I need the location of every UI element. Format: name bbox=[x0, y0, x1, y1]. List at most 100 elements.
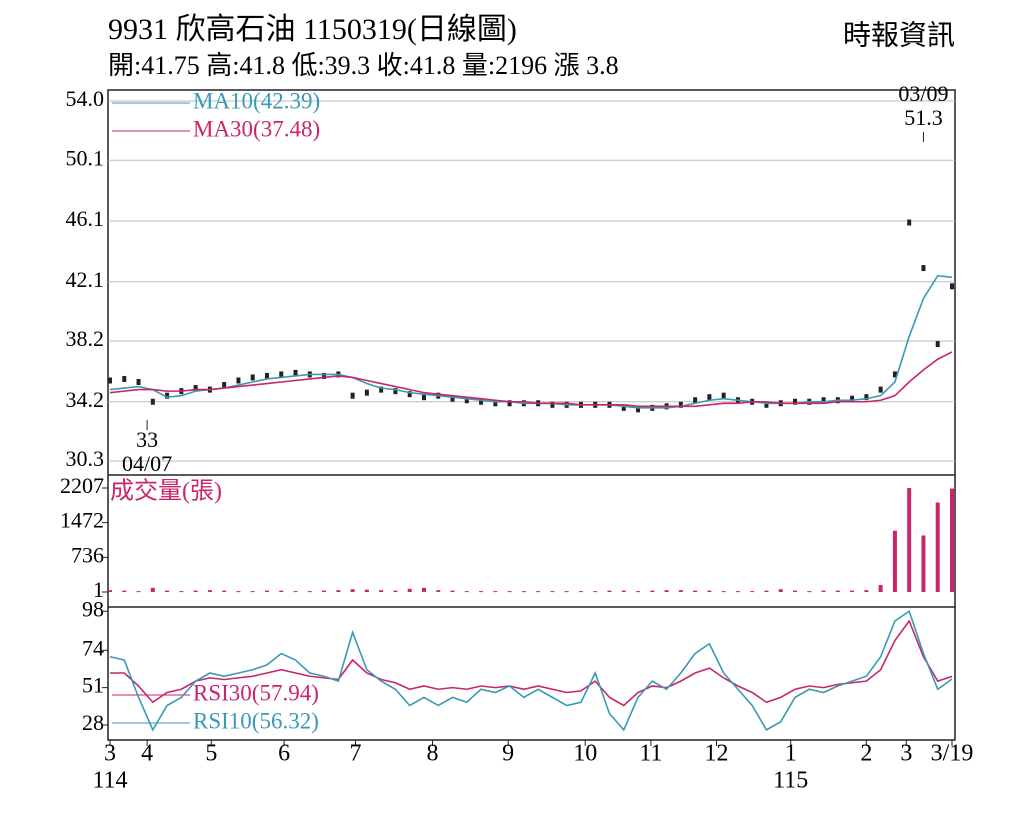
volume-bar bbox=[179, 591, 184, 593]
volume-bar bbox=[493, 591, 498, 593]
price-mark bbox=[950, 283, 954, 290]
volume-bar bbox=[150, 587, 155, 592]
series-line bbox=[109, 609, 953, 732]
volume-bar bbox=[607, 590, 612, 592]
volume-bar bbox=[236, 591, 241, 593]
x-tick-label: 5 bbox=[205, 741, 217, 767]
price-mark bbox=[236, 377, 241, 384]
price-mark bbox=[793, 398, 798, 405]
legend-label: MA10(42.39) bbox=[193, 88, 320, 113]
price-mark bbox=[350, 392, 355, 399]
price-mark bbox=[864, 394, 869, 401]
y-tick-label: 28 bbox=[82, 710, 104, 735]
x-tick-label: 12 bbox=[705, 741, 729, 767]
price-mark bbox=[935, 341, 940, 348]
volume-bar bbox=[193, 590, 198, 592]
source: 時報資訊 bbox=[843, 19, 955, 51]
volume-bar bbox=[279, 590, 284, 592]
price-mark bbox=[250, 374, 255, 381]
x-tick-label: 3 bbox=[900, 741, 912, 767]
price-mark bbox=[479, 398, 484, 405]
volume-bar bbox=[207, 590, 212, 592]
y-tick-label: 38.2 bbox=[66, 326, 105, 351]
y-tick-label: 74 bbox=[82, 635, 104, 660]
x-tick-label: 2 bbox=[860, 741, 872, 767]
y-tick-label: 42.1 bbox=[66, 267, 105, 292]
volume-bar bbox=[336, 590, 341, 592]
note-value: 33 bbox=[136, 427, 158, 452]
volume-bar bbox=[950, 488, 954, 592]
volume-bar bbox=[935, 502, 940, 592]
volume-bar bbox=[436, 590, 441, 592]
volume-bar bbox=[550, 591, 555, 593]
volume-bar bbox=[764, 590, 769, 592]
price-mark bbox=[907, 219, 912, 226]
volume-bar bbox=[892, 530, 897, 592]
volume-bar bbox=[450, 590, 455, 592]
volume-bar bbox=[835, 590, 840, 592]
y-tick-label: 736 bbox=[71, 542, 104, 567]
volume-bar bbox=[250, 591, 255, 593]
price-mark bbox=[193, 385, 198, 392]
volume-bar bbox=[921, 535, 926, 592]
price-mark bbox=[407, 391, 412, 398]
volume-bar bbox=[707, 590, 712, 592]
volume-bar bbox=[507, 591, 512, 593]
volume-bar bbox=[108, 590, 112, 592]
volume-bar bbox=[521, 591, 526, 593]
price-mark bbox=[721, 392, 726, 399]
volume-bar bbox=[850, 590, 855, 592]
price-mark bbox=[222, 382, 227, 389]
volume-bar bbox=[693, 590, 698, 592]
price-mark bbox=[136, 379, 141, 386]
series-line bbox=[109, 351, 953, 408]
volume-bar bbox=[136, 591, 141, 593]
volume-bar bbox=[350, 589, 355, 592]
volume-bar bbox=[778, 589, 783, 592]
y-tick-label: 2207 bbox=[60, 473, 104, 498]
price-mark bbox=[621, 404, 626, 411]
volume-bar bbox=[593, 591, 598, 593]
x-tick-label: 8 bbox=[427, 741, 439, 767]
volume-bar bbox=[878, 584, 883, 592]
y-tick-label: 34.2 bbox=[66, 387, 105, 412]
price-mark bbox=[764, 401, 769, 408]
volume-bar bbox=[735, 591, 740, 593]
note-date: 03/09 bbox=[898, 81, 948, 106]
price-mark bbox=[393, 388, 398, 395]
price-mark bbox=[264, 372, 269, 379]
volume-bar bbox=[807, 591, 812, 593]
volume-bar bbox=[621, 590, 626, 592]
y-tick-label: 1472 bbox=[60, 508, 104, 533]
legend-label: RSI30(57.94) bbox=[193, 680, 319, 705]
volume-bar bbox=[293, 591, 298, 593]
volume-bar bbox=[322, 590, 327, 592]
year-label: 114 bbox=[92, 768, 127, 794]
price-mark bbox=[550, 401, 555, 408]
price-mark bbox=[464, 397, 469, 404]
price-mark bbox=[150, 398, 155, 405]
price-mark bbox=[322, 372, 327, 379]
x-tick-label: 1 bbox=[785, 741, 797, 767]
volume-bar bbox=[821, 590, 826, 592]
panel-title: 成交量(張) bbox=[110, 478, 222, 505]
y-tick-label: 46.1 bbox=[66, 206, 105, 231]
volume-bar bbox=[222, 590, 227, 592]
y-tick-label: 98 bbox=[82, 596, 104, 621]
price-mark bbox=[493, 400, 498, 407]
frame bbox=[107, 89, 956, 741]
price-mark bbox=[878, 386, 883, 393]
title: 9931 欣高石油 1150319(日線圖) bbox=[108, 13, 517, 46]
price-mark bbox=[850, 395, 855, 402]
price-mark bbox=[921, 265, 926, 272]
price-mark bbox=[379, 386, 384, 393]
volume-bar bbox=[793, 590, 798, 592]
volume-bar bbox=[479, 591, 484, 593]
y-tick-label: 50.1 bbox=[66, 145, 105, 170]
x-tick-label: 3 bbox=[104, 741, 116, 767]
price-mark bbox=[165, 392, 170, 399]
price-mark bbox=[421, 394, 426, 401]
summary: 開:41.75 高:41.8 低:39.3 收:41.8 量:2196 漲 3.… bbox=[108, 51, 619, 80]
